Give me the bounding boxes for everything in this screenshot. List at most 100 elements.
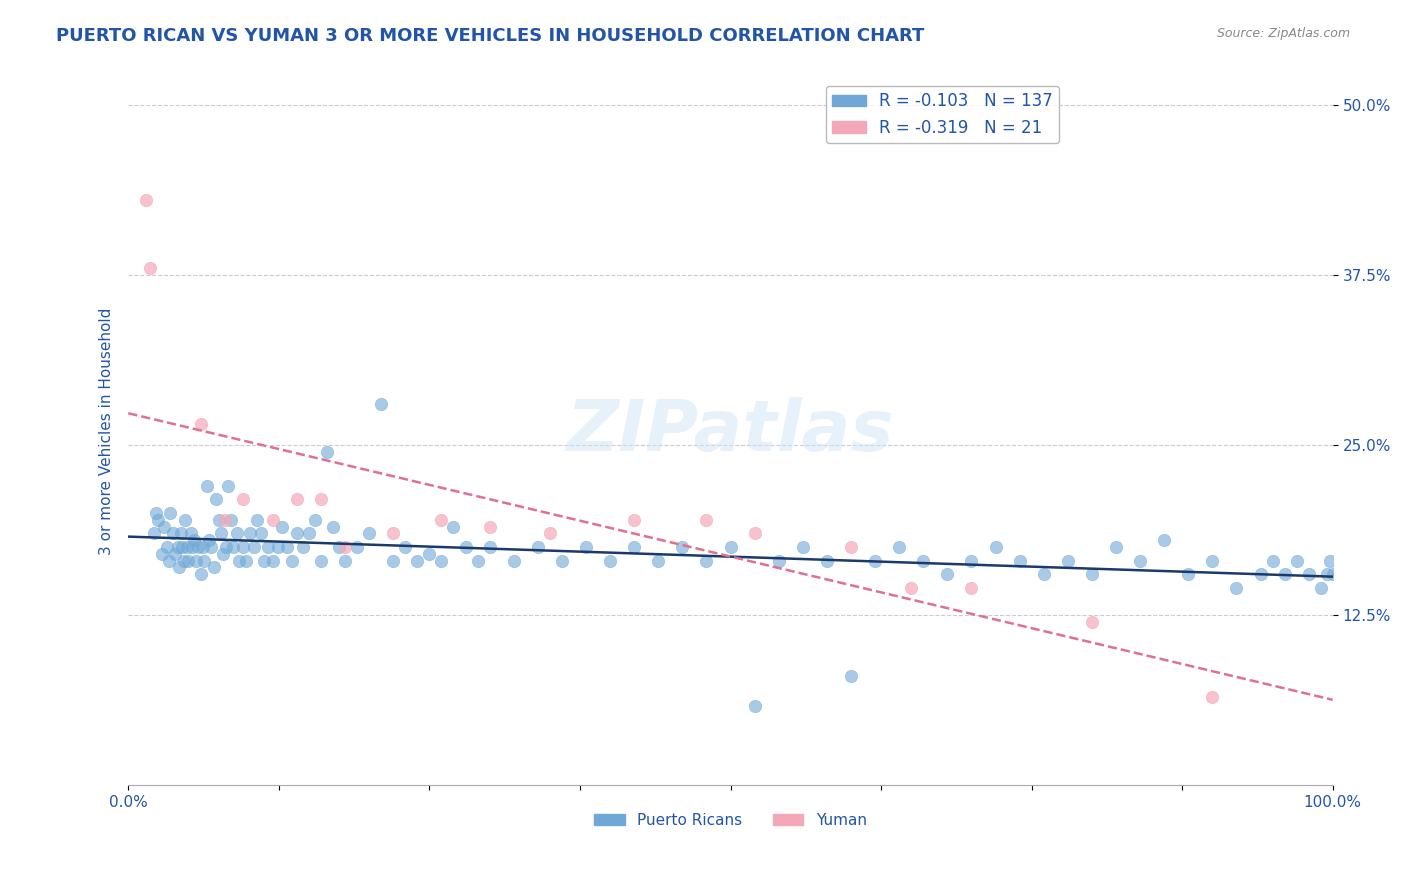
Point xyxy=(285,526,308,541)
Point xyxy=(239,526,262,541)
Point xyxy=(167,560,190,574)
Point xyxy=(647,553,669,567)
Point xyxy=(253,553,276,567)
Point xyxy=(1316,567,1339,582)
Point xyxy=(792,540,814,554)
Point xyxy=(246,513,269,527)
Point xyxy=(370,397,392,411)
Point xyxy=(1201,690,1223,704)
Point xyxy=(960,581,983,595)
Point xyxy=(1056,553,1078,567)
Point xyxy=(454,540,477,554)
Point xyxy=(193,553,215,567)
Point xyxy=(526,540,548,554)
Point xyxy=(217,479,239,493)
Point xyxy=(200,540,222,554)
Point xyxy=(1225,581,1247,595)
Point xyxy=(575,540,598,554)
Point xyxy=(180,526,202,541)
Point xyxy=(382,526,405,541)
Point xyxy=(162,526,184,541)
Point xyxy=(1309,581,1331,595)
Point xyxy=(232,540,254,554)
Point xyxy=(159,506,181,520)
Point xyxy=(281,553,304,567)
Point xyxy=(242,540,264,554)
Point xyxy=(157,553,180,567)
Point xyxy=(205,492,228,507)
Point xyxy=(333,553,356,567)
Point xyxy=(190,417,212,432)
Point xyxy=(181,540,204,554)
Point xyxy=(172,540,194,554)
Point xyxy=(418,547,440,561)
Point xyxy=(285,492,308,507)
Point xyxy=(1081,615,1104,629)
Point xyxy=(212,547,235,561)
Point xyxy=(1319,553,1341,567)
Point xyxy=(430,553,453,567)
Point xyxy=(316,444,339,458)
Point xyxy=(538,526,561,541)
Point xyxy=(406,553,429,567)
Point xyxy=(232,492,254,507)
Point xyxy=(266,540,288,554)
Point xyxy=(984,540,1007,554)
Point xyxy=(190,567,212,582)
Point xyxy=(262,553,284,567)
Point xyxy=(309,492,332,507)
Point xyxy=(1201,553,1223,567)
Point xyxy=(173,513,195,527)
Point xyxy=(599,553,621,567)
Point xyxy=(1032,567,1054,582)
Point xyxy=(900,581,922,595)
Point xyxy=(1129,553,1152,567)
Point xyxy=(215,540,238,554)
Point xyxy=(863,553,886,567)
Point xyxy=(165,547,187,561)
Point xyxy=(225,526,247,541)
Point xyxy=(744,699,766,714)
Point xyxy=(309,553,332,567)
Point xyxy=(249,526,271,541)
Point xyxy=(671,540,693,554)
Point xyxy=(502,553,524,567)
Point xyxy=(228,553,250,567)
Point xyxy=(187,540,209,554)
Point xyxy=(291,540,314,554)
Point xyxy=(1285,553,1308,567)
Point xyxy=(430,513,453,527)
Point xyxy=(145,506,167,520)
Point xyxy=(1153,533,1175,548)
Point xyxy=(394,540,416,554)
Point xyxy=(1298,567,1320,582)
Point xyxy=(443,519,465,533)
Point xyxy=(1105,540,1128,554)
Point xyxy=(222,540,245,554)
Point xyxy=(768,553,790,567)
Point xyxy=(156,540,179,554)
Text: ZIPatlas: ZIPatlas xyxy=(567,397,894,466)
Point xyxy=(695,513,717,527)
Point xyxy=(720,540,742,554)
Point xyxy=(328,540,350,554)
Point xyxy=(551,553,574,567)
Point xyxy=(276,540,298,554)
Point xyxy=(262,513,284,527)
Point xyxy=(257,540,280,554)
Text: PUERTO RICAN VS YUMAN 3 OR MORE VEHICLES IN HOUSEHOLD CORRELATION CHART: PUERTO RICAN VS YUMAN 3 OR MORE VEHICLES… xyxy=(56,27,925,45)
Point xyxy=(936,567,959,582)
Y-axis label: 3 or more Vehicles in Household: 3 or more Vehicles in Household xyxy=(100,308,114,555)
Point xyxy=(191,540,214,554)
Point xyxy=(150,547,173,561)
Point xyxy=(467,553,489,567)
Point xyxy=(912,553,935,567)
Point xyxy=(148,513,170,527)
Point xyxy=(359,526,381,541)
Point xyxy=(839,540,862,554)
Point xyxy=(219,513,242,527)
Point xyxy=(135,193,157,207)
Point xyxy=(170,526,193,541)
Point xyxy=(153,519,176,533)
Point xyxy=(207,513,229,527)
